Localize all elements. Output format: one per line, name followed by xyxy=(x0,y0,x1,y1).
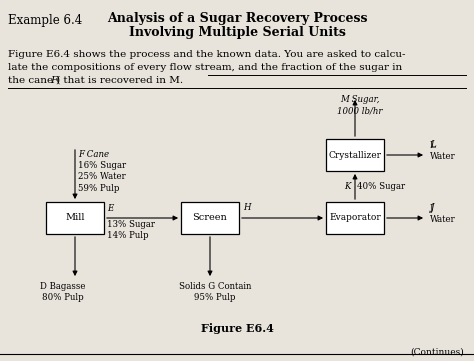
Text: late the compositions of every flow stream, and the fraction of the sugar in: late the compositions of every flow stre… xyxy=(8,63,402,72)
Text: Crystallizer: Crystallizer xyxy=(328,151,382,160)
Text: F Cane: F Cane xyxy=(78,150,109,159)
Bar xyxy=(181,202,239,234)
Bar xyxy=(46,202,104,234)
Text: (Continues): (Continues) xyxy=(410,348,464,357)
Text: Solids G Contain
95% Pulp: Solids G Contain 95% Pulp xyxy=(179,282,251,303)
Text: L
Water: L Water xyxy=(430,141,456,161)
Text: Involving Multiple Serial Units: Involving Multiple Serial Units xyxy=(128,26,346,39)
Text: Figure E6.4: Figure E6.4 xyxy=(201,323,273,334)
Text: 13% Sugar
14% Pulp: 13% Sugar 14% Pulp xyxy=(107,220,155,240)
Text: K: K xyxy=(345,182,351,191)
Bar xyxy=(326,202,384,234)
Bar xyxy=(326,139,384,171)
Text: Example 6.4: Example 6.4 xyxy=(8,14,82,27)
Text: Evaporator: Evaporator xyxy=(329,213,381,222)
Text: 40% Sugar: 40% Sugar xyxy=(357,182,405,191)
Text: F: F xyxy=(50,76,57,85)
Text: the cane (: the cane ( xyxy=(8,76,61,85)
Text: J
Water: J Water xyxy=(430,204,456,224)
Text: M Sugar,
1000 lb/hr: M Sugar, 1000 lb/hr xyxy=(337,95,383,115)
Text: Figure E6.4 shows the process and the known data. You are asked to calcu-: Figure E6.4 shows the process and the kn… xyxy=(8,50,405,59)
Text: Screen: Screen xyxy=(192,213,228,222)
Text: ) that is recovered in M.: ) that is recovered in M. xyxy=(56,76,183,85)
Text: D Bagasse
80% Pulp: D Bagasse 80% Pulp xyxy=(40,282,86,303)
Text: E: E xyxy=(107,204,113,213)
Text: Mill: Mill xyxy=(65,213,85,222)
Text: H: H xyxy=(243,203,250,212)
Text: L: L xyxy=(430,140,436,149)
Text: Analysis of a Sugar Recovery Process: Analysis of a Sugar Recovery Process xyxy=(107,12,367,25)
Text: 16% Sugar
25% Water
59% Pulp: 16% Sugar 25% Water 59% Pulp xyxy=(78,161,126,193)
Text: J: J xyxy=(430,203,434,212)
